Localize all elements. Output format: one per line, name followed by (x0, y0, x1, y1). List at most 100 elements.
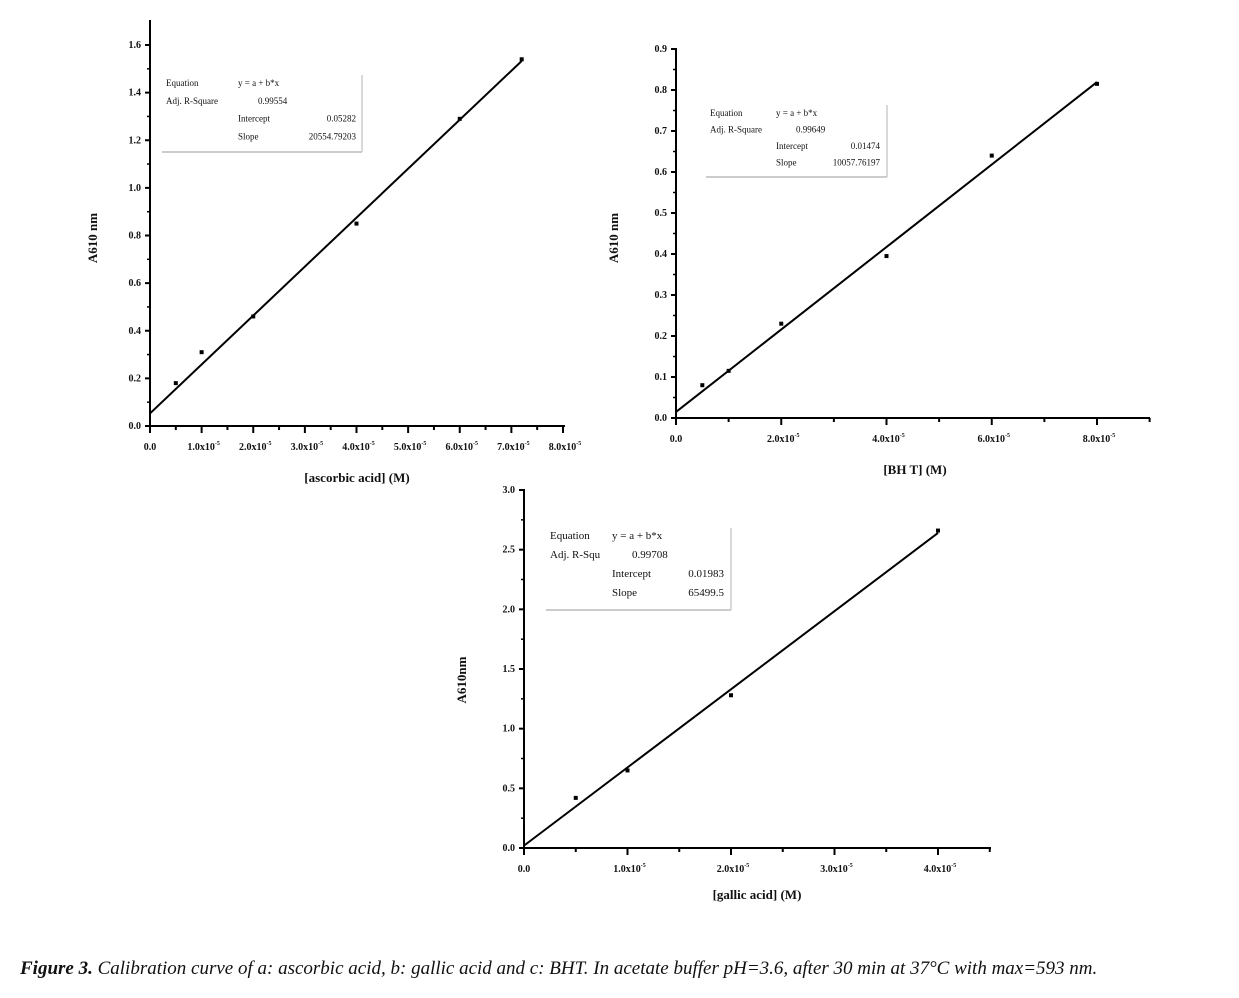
legend-intercept-label: Intercept (776, 141, 808, 151)
legend-equation: y = a + b*x (238, 78, 280, 88)
fit-legend: Equation y = a + b*x Adj. R-Square 0.99649 I… (706, 105, 888, 178)
x-axis-label: [BH T] (M) (883, 462, 946, 477)
legend-r2-label: Adj. R-Square (166, 96, 218, 106)
x-axis-label: [gallic acid] (M) (713, 887, 802, 902)
legend-slope-label: Slope (776, 158, 797, 168)
fit-line (675, 81, 1098, 413)
data-point (519, 57, 524, 62)
legend-intercept: 0.01474 (851, 141, 881, 151)
y-tick-label: 1.0 (129, 183, 142, 194)
y-tick-label: 2.0 (503, 604, 516, 615)
chart-1: 0.0 0.1 0.2 0.3 0.4 0.5 0.6 0.7 0.8 0.9 0.0 2.0x10-… (606, 44, 1151, 477)
y-tick-label: 0.0 (503, 843, 516, 854)
data-point (173, 381, 178, 386)
y-tick-label: 0.8 (655, 85, 668, 96)
y-tick-label: 0.0 (655, 413, 668, 424)
x-tick-label: 4.0x10-5 (872, 433, 905, 445)
y-tick-label: 1.4 (129, 88, 142, 99)
legend-slope: 10057.76197 (833, 158, 881, 168)
legend-slope: 20554.79203 (309, 131, 357, 141)
y-tick-label: 0.0 (129, 421, 142, 432)
legend-r2-label: Adj. R-Squ (550, 549, 601, 561)
legend-slope: 65499.5 (688, 587, 724, 599)
data-point (625, 768, 630, 773)
y-tick-label: 1.6 (129, 40, 142, 51)
legend-equation-label: Equation (710, 108, 743, 118)
data-point (936, 528, 940, 533)
x-tick-label: 6.0x10-5 (446, 441, 479, 453)
y-tick-label: 2.5 (503, 545, 516, 556)
y-tick-label: 1.2 (129, 135, 142, 146)
y-tick-label: 1.5 (503, 664, 516, 675)
data-point (199, 350, 204, 355)
y-tick-label: 1.0 (503, 724, 516, 735)
legend-equation: y = a + b*x (776, 108, 818, 118)
y-axis-label: A610 nm (606, 213, 621, 263)
chart-2: 0.0 0.5 1.0 1.5 2.0 2.5 3.0 0.0 1.0x10-5 2.0x10-5… (454, 485, 991, 902)
legend-equation-label: Equation (166, 78, 199, 88)
legend-equation-label: Equation (550, 530, 590, 542)
y-tick-label: 0.1 (655, 372, 668, 383)
data-point (884, 254, 889, 259)
data-point (989, 153, 994, 158)
x-axis-label: [ascorbic acid] (M) (304, 470, 409, 485)
x-tick-label: 2.0x10-5 (239, 441, 272, 453)
data-point (729, 693, 733, 698)
x-tick-label: 0.0 (518, 864, 531, 875)
data-point (251, 314, 256, 319)
y-axis-label: A610 nm (85, 213, 100, 263)
data-point (726, 368, 731, 373)
legend-r2: 0.99708 (632, 549, 668, 561)
x-tick-label: 5.0x10-5 (394, 441, 427, 453)
x-tick-label: 3.0x10-5 (820, 863, 853, 875)
y-tick-label: 3.0 (503, 485, 516, 496)
legend-r2-label: Adj. R-Square (710, 125, 762, 135)
y-tick-label: 0.2 (655, 331, 668, 342)
x-tick-label: 1.0x10-5 (613, 863, 646, 875)
legend-r2: 0.99649 (796, 125, 826, 135)
legend-intercept: 0.05282 (327, 114, 356, 124)
legend-intercept-label: Intercept (238, 114, 270, 124)
fit-legend: Equation y = a + b*x Adj. R-Squ 0.99708 Inte… (546, 528, 732, 611)
x-tick-label: 1.0x10-5 (187, 441, 220, 453)
x-tick-label: 8.0x10-5 (549, 441, 582, 453)
y-tick-label: 0.3 (655, 290, 668, 301)
x-tick-label: 4.0x10-5 (342, 441, 375, 453)
legend-intercept: 0.01983 (688, 568, 724, 580)
y-axis-label: A610nm (454, 656, 469, 703)
y-tick-label: 0.6 (655, 167, 668, 178)
y-tick-label: 0.4 (129, 326, 142, 337)
fit-line (523, 532, 939, 847)
caption-label: Figure 3. (20, 958, 93, 979)
y-tick-label: 0.5 (503, 783, 516, 794)
x-tick-label: 3.0x10-5 (291, 441, 324, 453)
x-tick-label: 7.0x10-5 (497, 441, 530, 453)
data-point (700, 383, 705, 388)
legend-equation: y = a + b*x (612, 530, 663, 542)
y-tick-label: 0.9 (655, 44, 668, 55)
chart-0: 0.0 0.2 0.4 0.6 0.8 1.0 1.2 1.4 1.6 0.0 1.0x10-5 2.… (85, 20, 581, 485)
figure-caption: Figure 3. Calibration curve of a: ascorb… (20, 958, 1097, 980)
y-tick-label: 0.4 (655, 249, 668, 260)
legend-slope-label: Slope (238, 131, 259, 141)
x-tick-label: 6.0x10-5 (978, 433, 1011, 445)
data-point (1095, 81, 1099, 86)
x-tick-label: 2.0x10-5 (767, 433, 800, 445)
data-point (457, 116, 462, 121)
x-tick-label: 0.0 (144, 442, 157, 453)
y-tick-label: 0.7 (655, 126, 668, 137)
legend-slope-label: Slope (612, 587, 637, 599)
y-tick-label: 0.5 (655, 208, 668, 219)
y-tick-label: 0.6 (129, 278, 142, 289)
fit-legend: Equation y = a + b*x Adj. R-Square 0.99554 I… (162, 75, 363, 153)
data-point (779, 321, 784, 326)
x-tick-label: 2.0x10-5 (717, 863, 750, 875)
caption-text: Calibration curve of a: ascorbic acid, b… (97, 958, 1098, 979)
legend-intercept-label: Intercept (612, 568, 651, 580)
data-point (573, 795, 578, 800)
legend-r2: 0.99554 (258, 96, 288, 106)
y-tick-label: 0.8 (129, 231, 142, 242)
x-tick-label: 0.0 (670, 434, 683, 445)
data-point (354, 221, 359, 226)
